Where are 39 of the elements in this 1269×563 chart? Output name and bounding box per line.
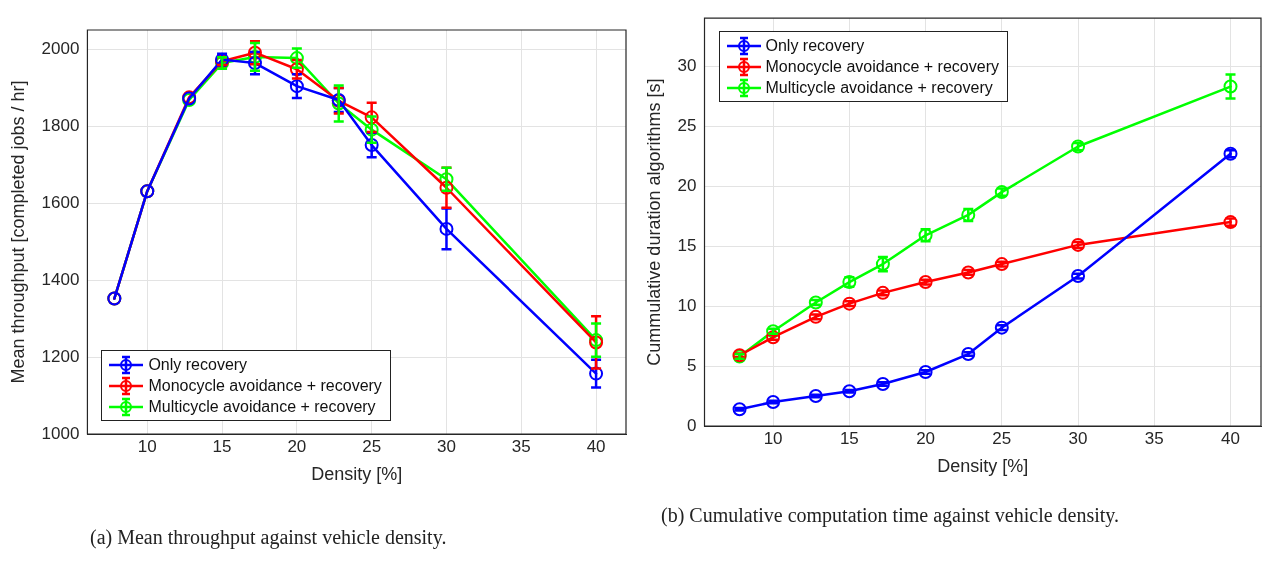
- x-tick-label: 40: [586, 436, 606, 456]
- legend-label: Multicycle avoidance + recovery: [148, 397, 376, 416]
- y-tick-label: 15: [677, 235, 697, 255]
- y-tick-label: 20: [677, 175, 697, 195]
- y-tick-label: 25: [677, 115, 697, 135]
- legend-label: Monocycle avoidance + recovery: [765, 57, 999, 76]
- x-tick-label: 30: [1068, 428, 1088, 448]
- x-tick-label: 40: [1221, 428, 1240, 448]
- x-tick-label: 10: [763, 428, 783, 448]
- y-tick-label: 2000: [41, 38, 80, 58]
- x-tick-label: 35: [511, 436, 531, 456]
- x-axis-title: Density [%]: [937, 456, 1029, 477]
- x-tick-label: 25: [362, 436, 382, 456]
- y-tick-label: 1800: [41, 115, 80, 135]
- x-tick-label: 35: [1144, 428, 1164, 448]
- x-tick-label: 20: [916, 428, 936, 448]
- x-axis-title: Density [%]: [311, 464, 403, 485]
- y-axis-title: Cummulative duration algorithms [s]: [643, 78, 664, 366]
- y-axis-title: Mean throughput [completed jobs / hr]: [7, 80, 28, 384]
- y-tick-label: 1600: [41, 192, 80, 212]
- y-tick-label: 1000: [41, 423, 80, 443]
- x-tick-label: 15: [212, 436, 232, 456]
- text: (a) Mean throughput against vehicle density.: [90, 525, 448, 549]
- x-tick-label: 15: [839, 428, 859, 448]
- x-tick-label: 25: [992, 428, 1012, 448]
- x-tick-label: 10: [137, 436, 157, 456]
- legend-label: Multicycle avoidance + recovery: [765, 78, 993, 97]
- y-tick-label: 30: [677, 55, 697, 75]
- x-tick-label: 20: [287, 436, 307, 456]
- y-tick-label: 0: [687, 415, 697, 435]
- x-tick-label: 30: [437, 436, 456, 456]
- y-tick-label: 1400: [41, 269, 80, 289]
- legend-label: Only recovery: [765, 36, 865, 55]
- legend-label: Only recovery: [148, 355, 248, 374]
- text: (b) Cumulative computation time against vehicle density.: [661, 503, 1121, 527]
- y-tick-label: 1200: [41, 346, 80, 366]
- y-tick-label: 10: [677, 295, 697, 315]
- legend-label: Monocycle avoidance + recovery: [148, 376, 382, 395]
- y-tick-label: 5: [687, 355, 697, 375]
